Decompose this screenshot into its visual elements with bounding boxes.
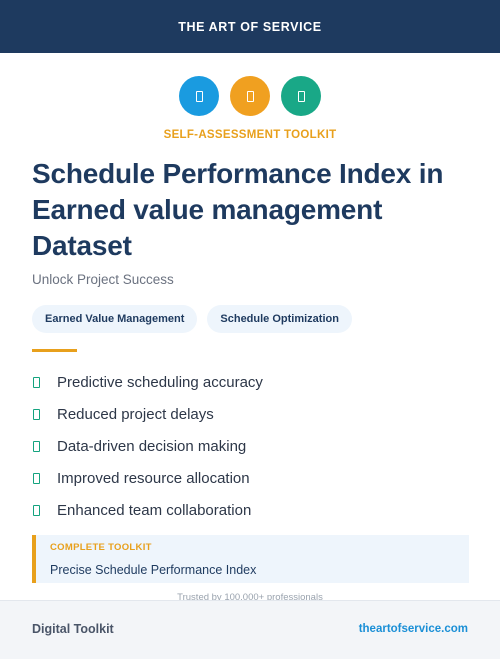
check-icon xyxy=(33,376,40,388)
check-icon xyxy=(33,472,40,484)
website-link[interactable]: theartofservice.com xyxy=(358,622,468,635)
feature-label: Data-driven decision making xyxy=(57,437,247,455)
list-item: Data-driven decision making xyxy=(32,430,472,462)
list-item: Improved resource allocation xyxy=(32,462,472,494)
feature-label: Enhanced team collaboration xyxy=(57,501,252,519)
list-item: Enhanced team collaboration xyxy=(32,494,472,526)
check-icon xyxy=(33,504,40,516)
top-banner: THE ART OF SERVICE xyxy=(0,0,500,53)
trusted-note: Trusted by 100,000+ professionals xyxy=(177,592,323,603)
page-title: Schedule Performance Index in Earned val… xyxy=(32,158,444,261)
check-icon xyxy=(33,408,40,420)
subtitle: Unlock Project Success xyxy=(32,272,174,287)
footer: Digital Toolkit theartofservice.com xyxy=(0,600,500,659)
list-item: Reduced project delays xyxy=(32,398,472,430)
feature-label: Reduced project delays xyxy=(57,405,214,423)
tag-earned-value-management[interactable]: Earned Value Management xyxy=(32,305,198,333)
accent-divider xyxy=(32,349,77,352)
tag-schedule-optimization[interactable]: Schedule Optimization xyxy=(207,305,352,333)
document-icon xyxy=(281,76,321,116)
list-item: Predictive scheduling accuracy xyxy=(32,366,472,398)
feature-label: Improved resource allocation xyxy=(57,469,250,487)
callout-text: Precise Schedule Performance Index xyxy=(50,563,257,577)
check-icon xyxy=(33,440,40,452)
callout-label: COMPLETE TOOLKIT xyxy=(50,542,152,553)
kicker-label: SELF-ASSESSMENT TOOLKIT xyxy=(163,129,337,141)
document-icon xyxy=(230,76,270,116)
icon-row xyxy=(0,76,500,116)
toolkit-callout: COMPLETE TOOLKIT Precise Schedule Perfor… xyxy=(32,535,469,583)
feature-label: Predictive scheduling accuracy xyxy=(57,373,263,391)
document-icon xyxy=(179,76,219,116)
tag-list: Earned Value Management Schedule Optimiz… xyxy=(32,305,352,333)
feature-list: Predictive scheduling accuracy Reduced p… xyxy=(32,366,472,526)
footer-label: Digital Toolkit xyxy=(32,621,114,636)
brand-name: THE ART OF SERVICE xyxy=(178,19,322,34)
